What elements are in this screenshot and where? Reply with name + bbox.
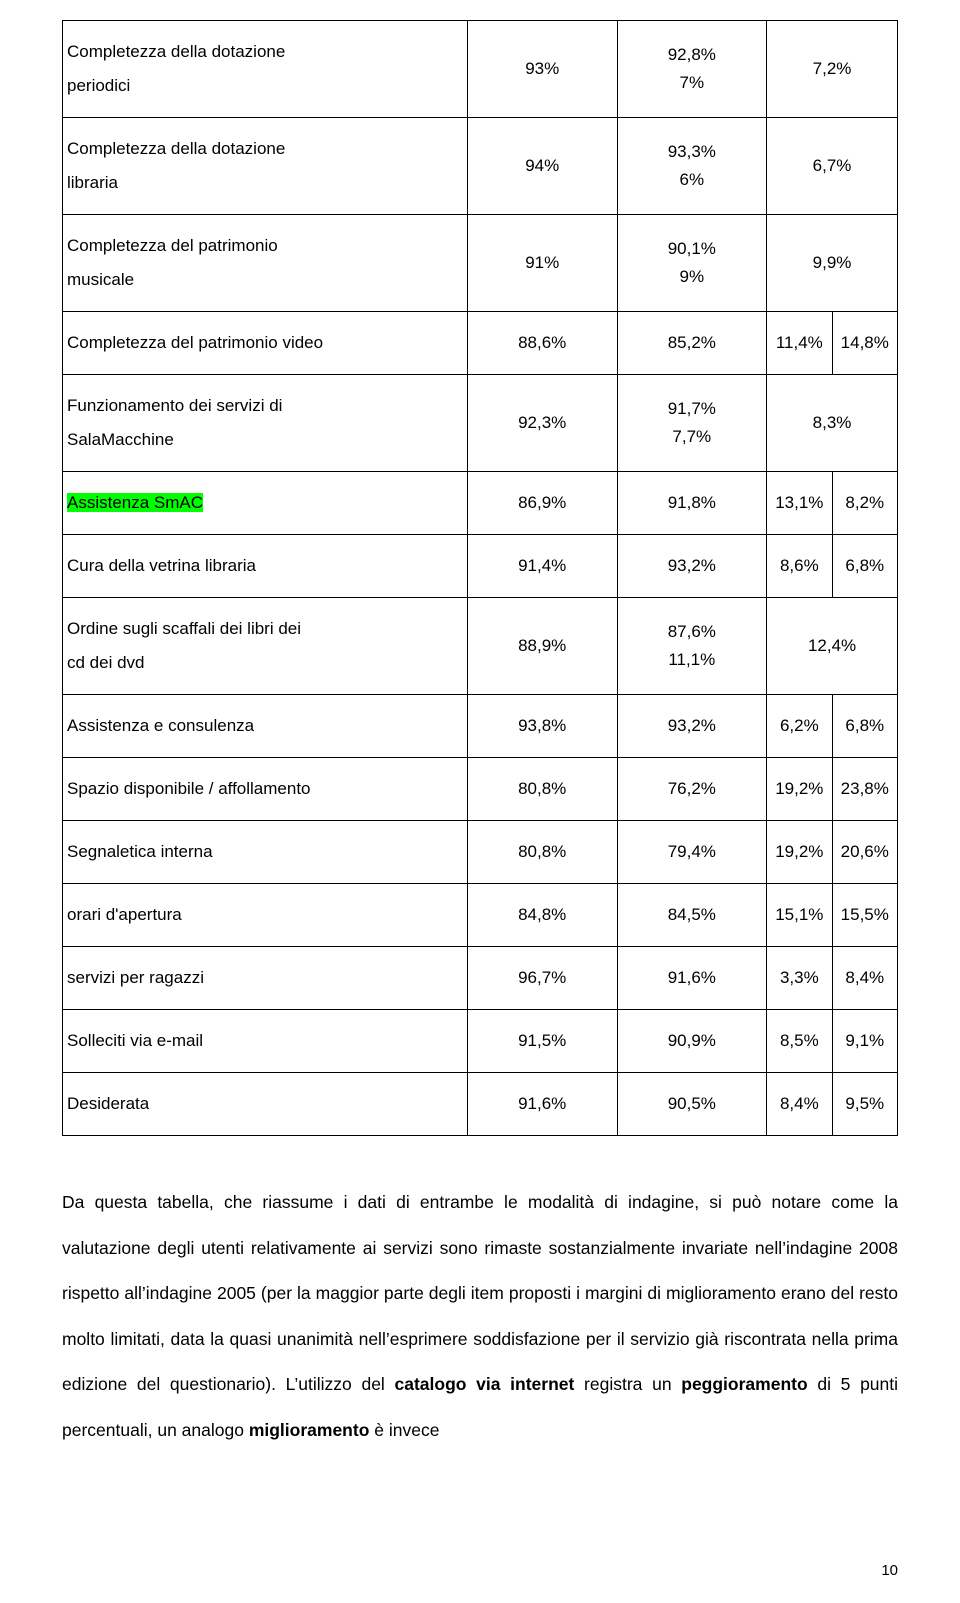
cell-value: 8,5%	[767, 1010, 832, 1073]
table-row: Cura della vetrina libraria91,4%93,2%8,6…	[63, 535, 898, 598]
cell-value: 23,8%	[832, 758, 897, 821]
bold-text: catalogo via internet	[395, 1374, 575, 1394]
row-label: Completezza della dotazionelibraria	[63, 118, 468, 215]
cell-value: 19,2%	[767, 758, 832, 821]
cell-value: 8,3%	[767, 375, 898, 472]
body-paragraph: Da questa tabella, che riassume i dati d…	[62, 1180, 898, 1453]
cell-value: 6,2%	[767, 695, 832, 758]
cell-value: 88,6%	[467, 312, 617, 375]
cell-value: 93%	[467, 21, 617, 118]
row-label: Segnaletica interna	[63, 821, 468, 884]
cell-value: 79,4%	[617, 821, 767, 884]
cell-value: 96,7%	[467, 947, 617, 1010]
table-row: Spazio disponibile / affollamento80,8%76…	[63, 758, 898, 821]
row-label: Completezza della dotazioneperiodici	[63, 21, 468, 118]
table-row: servizi per ragazzi96,7%91,6%3,3%8,4%	[63, 947, 898, 1010]
row-label: Cura della vetrina libraria	[63, 535, 468, 598]
cell-value: 6,8%	[832, 695, 897, 758]
cell-value-stacked: 91,7%7,7%	[617, 375, 767, 472]
cell-value: 88,9%	[467, 598, 617, 695]
cell-value: 9,9%	[767, 215, 898, 312]
paragraph-text: Da questa tabella, che riassume i dati d…	[62, 1180, 898, 1453]
row-label: Ordine sugli scaffali dei libri deicd de…	[63, 598, 468, 695]
cell-value: 15,5%	[832, 884, 897, 947]
text-run: Da questa tabella, che riassume i dati d…	[62, 1192, 898, 1394]
cell-value-stacked: 87,6%11,1%	[617, 598, 767, 695]
cell-value: 91,6%	[467, 1073, 617, 1136]
row-label: Assistenza e consulenza	[63, 695, 468, 758]
cell-value: 91,6%	[617, 947, 767, 1010]
cell-value: 8,6%	[767, 535, 832, 598]
survey-comparison-table: Completezza della dotazioneperiodici93%9…	[62, 20, 898, 1136]
cell-value: 8,2%	[832, 472, 897, 535]
cell-value: 91%	[467, 215, 617, 312]
text-run: è invece	[369, 1420, 439, 1440]
row-label: orari d'apertura	[63, 884, 468, 947]
cell-value: 91,5%	[467, 1010, 617, 1073]
cell-value: 14,8%	[832, 312, 897, 375]
bold-text: miglioramento	[249, 1420, 370, 1440]
cell-value-stacked: 90,1%9%	[617, 215, 767, 312]
cell-value: 84,8%	[467, 884, 617, 947]
table-row: Ordine sugli scaffali dei libri deicd de…	[63, 598, 898, 695]
cell-value: 6,7%	[767, 118, 898, 215]
cell-value: 8,4%	[767, 1073, 832, 1136]
table-row: Completezza della dotazionelibraria94%93…	[63, 118, 898, 215]
cell-value-stacked: 93,3%6%	[617, 118, 767, 215]
cell-value: 92,3%	[467, 375, 617, 472]
cell-value: 80,8%	[467, 758, 617, 821]
cell-value: 93,2%	[617, 535, 767, 598]
cell-value: 12,4%	[767, 598, 898, 695]
cell-value: 91,4%	[467, 535, 617, 598]
cell-value: 93,2%	[617, 695, 767, 758]
cell-value: 9,1%	[832, 1010, 897, 1073]
cell-value: 76,2%	[617, 758, 767, 821]
cell-value-stacked: 92,8%7%	[617, 21, 767, 118]
table-row: Assistenza SmAC86,9%91,8%13,1%8,2%	[63, 472, 898, 535]
row-label: Solleciti via e-mail	[63, 1010, 468, 1073]
row-label: Completezza del patrimonio video	[63, 312, 468, 375]
table-row: Completezza del patrimonio video88,6%85,…	[63, 312, 898, 375]
cell-value: 86,9%	[467, 472, 617, 535]
cell-value: 80,8%	[467, 821, 617, 884]
table-row: Completezza del patrimoniomusicale91%90,…	[63, 215, 898, 312]
table-row: Assistenza e consulenza93,8%93,2%6,2%6,8…	[63, 695, 898, 758]
cell-value: 19,2%	[767, 821, 832, 884]
cell-value: 13,1%	[767, 472, 832, 535]
cell-value: 11,4%	[767, 312, 832, 375]
cell-value: 9,5%	[832, 1073, 897, 1136]
row-label: Spazio disponibile / affollamento	[63, 758, 468, 821]
cell-value: 8,4%	[832, 947, 897, 1010]
row-label: Assistenza SmAC	[63, 472, 468, 535]
text-run: registra un	[574, 1374, 681, 1394]
cell-value: 15,1%	[767, 884, 832, 947]
cell-value: 94%	[467, 118, 617, 215]
row-label: Funzionamento dei servizi diSalaMacchine	[63, 375, 468, 472]
document-page: Completezza della dotazioneperiodici93%9…	[0, 0, 960, 1603]
cell-value: 7,2%	[767, 21, 898, 118]
table-row: Desiderata91,6%90,5%8,4%9,5%	[63, 1073, 898, 1136]
cell-value: 20,6%	[832, 821, 897, 884]
cell-value: 91,8%	[617, 472, 767, 535]
cell-value: 84,5%	[617, 884, 767, 947]
row-label: Completezza del patrimoniomusicale	[63, 215, 468, 312]
cell-value: 6,8%	[832, 535, 897, 598]
cell-value: 90,5%	[617, 1073, 767, 1136]
table-body: Completezza della dotazioneperiodici93%9…	[63, 21, 898, 1136]
cell-value: 85,2%	[617, 312, 767, 375]
row-label: servizi per ragazzi	[63, 947, 468, 1010]
table-row: Solleciti via e-mail91,5%90,9%8,5%9,1%	[63, 1010, 898, 1073]
page-number: 10	[881, 1562, 898, 1579]
cell-value: 3,3%	[767, 947, 832, 1010]
table-row: Funzionamento dei servizi diSalaMacchine…	[63, 375, 898, 472]
bold-text: peggioramento	[681, 1374, 807, 1394]
table-row: orari d'apertura84,8%84,5%15,1%15,5%	[63, 884, 898, 947]
table-row: Segnaletica interna80,8%79,4%19,2%20,6%	[63, 821, 898, 884]
table-row: Completezza della dotazioneperiodici93%9…	[63, 21, 898, 118]
cell-value: 93,8%	[467, 695, 617, 758]
row-label: Desiderata	[63, 1073, 468, 1136]
cell-value: 90,9%	[617, 1010, 767, 1073]
